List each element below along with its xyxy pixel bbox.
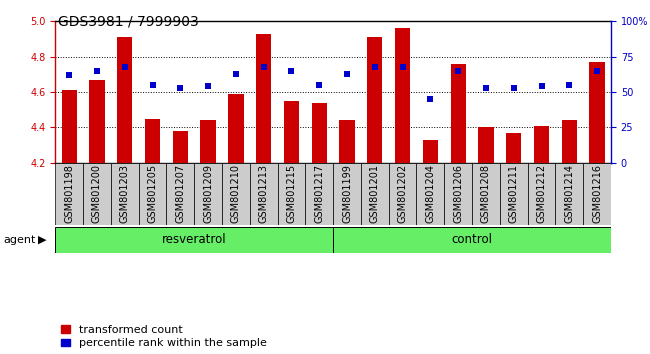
Bar [395,28,410,163]
Bar [256,34,271,163]
Bar [306,163,333,225]
Text: GSM801209: GSM801209 [203,164,213,223]
Text: GSM801206: GSM801206 [453,164,463,223]
Bar [62,90,77,163]
Bar [194,163,222,225]
Text: ▶: ▶ [38,235,46,245]
Text: GSM801202: GSM801202 [398,164,408,223]
Bar [55,163,83,225]
Text: GDS3981 / 7999903: GDS3981 / 7999903 [58,14,200,28]
Bar [590,62,605,163]
Bar [228,94,244,163]
Bar [500,163,528,225]
Bar [311,103,327,163]
Bar [173,131,188,163]
Bar [528,163,556,225]
Text: resveratrol: resveratrol [162,233,226,246]
Text: GSM801214: GSM801214 [564,164,575,223]
Bar [117,37,133,163]
Bar [389,163,417,225]
Text: GSM801200: GSM801200 [92,164,102,223]
Bar [89,80,105,163]
Text: GSM801201: GSM801201 [370,164,380,223]
Bar [417,163,445,225]
Bar [506,133,521,163]
Text: GSM801198: GSM801198 [64,164,74,223]
Text: GSM801217: GSM801217 [314,164,324,223]
Bar [534,126,549,163]
Bar [422,140,438,163]
Bar [200,120,216,163]
Text: GSM801213: GSM801213 [259,164,268,223]
Text: GSM801204: GSM801204 [425,164,436,223]
Bar [166,163,194,225]
Bar [83,163,111,225]
Bar [145,119,160,163]
Bar [284,101,299,163]
Text: control: control [452,233,493,246]
Bar [450,64,466,163]
Legend: transformed count, percentile rank within the sample: transformed count, percentile rank withi… [61,325,266,348]
Text: GSM801208: GSM801208 [481,164,491,223]
Bar [555,163,583,225]
Bar [55,227,333,253]
Bar [478,127,493,163]
Bar [222,163,250,225]
Text: GSM801207: GSM801207 [176,164,185,223]
Text: GSM801216: GSM801216 [592,164,602,223]
Bar [250,163,278,225]
Bar [278,163,306,225]
Text: GSM801205: GSM801205 [148,164,157,223]
Bar [562,120,577,163]
Bar [361,163,389,225]
Text: GSM801212: GSM801212 [536,164,547,223]
Bar [339,120,355,163]
Bar [472,163,500,225]
Bar [367,37,382,163]
Bar [583,163,611,225]
Text: GSM801215: GSM801215 [287,164,296,223]
Text: GSM801203: GSM801203 [120,164,130,223]
Text: agent: agent [3,235,36,245]
Text: GSM801211: GSM801211 [509,164,519,223]
Bar [445,163,472,225]
Bar [111,163,138,225]
Bar [138,163,166,225]
Text: GSM801210: GSM801210 [231,164,241,223]
Bar [333,227,611,253]
Bar [333,163,361,225]
Text: GSM801199: GSM801199 [342,164,352,223]
